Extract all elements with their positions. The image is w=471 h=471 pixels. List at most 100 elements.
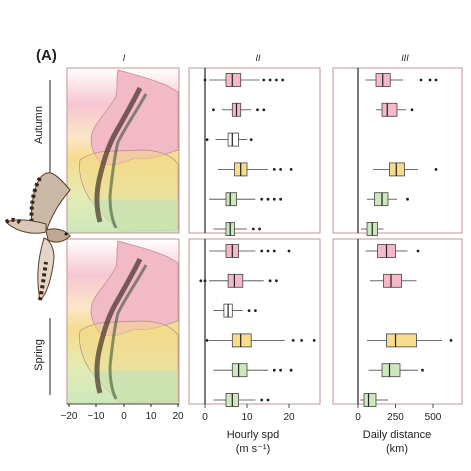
outlier-point	[205, 138, 209, 142]
map-autumn	[66, 67, 180, 234]
box-autumn-4	[217, 162, 293, 177]
box-autumn-1	[203, 73, 285, 87]
outlier-point	[406, 197, 409, 201]
outlier-point	[416, 249, 420, 253]
box-autumn-6	[213, 222, 261, 236]
box-iqr	[225, 192, 237, 207]
box-autumn-6	[361, 222, 384, 236]
map-tick-label: −20	[61, 411, 78, 422]
box-iqr	[381, 363, 401, 378]
outlier-point	[268, 279, 272, 283]
chart-panel-daily-distance: 0 250 500	[332, 67, 463, 423]
outlier-point	[279, 368, 282, 372]
outlier-point	[260, 249, 264, 253]
box-spring-2	[199, 273, 278, 288]
box-spring-6	[360, 393, 388, 407]
outlier-point	[281, 78, 285, 82]
map-spring	[66, 238, 180, 405]
outlier-point	[262, 78, 266, 82]
outlier-point	[272, 197, 276, 201]
box-autumn-2	[212, 102, 266, 117]
outlier-point	[203, 279, 207, 283]
outlier-point	[272, 368, 276, 372]
outlier-point	[266, 249, 270, 253]
outlier-point	[262, 108, 266, 112]
outlier-point	[258, 227, 261, 231]
box-spring-1	[365, 244, 420, 258]
migration-tracks	[94, 86, 143, 223]
map-tick-label: −10	[88, 411, 105, 422]
box-spring-4	[205, 333, 316, 348]
x-tick-label: 10	[241, 412, 253, 423]
box-iqr	[231, 333, 252, 348]
box-iqr	[227, 273, 244, 288]
box-spring-4	[367, 333, 453, 348]
box-spring-5	[368, 363, 424, 378]
outlier-point	[205, 339, 209, 342]
outlier-point	[203, 78, 207, 82]
box-iqr	[227, 132, 240, 147]
outlier-point	[199, 279, 203, 283]
box-spring-5	[213, 363, 293, 378]
map-tick-label: 10	[145, 411, 157, 422]
box-iqr	[381, 102, 398, 117]
map-tick-label: 20	[172, 411, 184, 422]
x-tick-label: 20	[283, 412, 295, 423]
outlier-point	[249, 138, 253, 142]
outlier-point	[212, 108, 215, 112]
outlier-point	[312, 339, 316, 342]
box-spring-6	[213, 393, 270, 407]
outlier-point	[254, 309, 257, 312]
x-axis-title-daily-distance: Daily distance	[363, 429, 431, 441]
x-axis-unit-daily-distance: (km)	[386, 443, 408, 455]
outlier-point	[268, 78, 272, 82]
outlier-point	[449, 339, 453, 342]
outlier-point	[428, 78, 432, 82]
column-label-iii: III	[401, 53, 409, 63]
box-iqr	[386, 333, 417, 348]
box-iqr	[231, 363, 248, 378]
x-tick-label: 0	[202, 412, 208, 423]
panel-label: (A)	[36, 47, 57, 64]
x-tick-label: 500	[425, 412, 442, 423]
map-x-axis: −20 −10 0 10 20	[61, 403, 184, 422]
migration-tracks	[94, 257, 143, 394]
outlier-point	[272, 249, 276, 253]
box-autumn-1	[365, 73, 438, 87]
plot-frame-spring	[188, 238, 321, 405]
outlier-point	[434, 168, 438, 171]
plot-frame-spring	[332, 238, 463, 405]
outlier-point	[260, 197, 264, 201]
box-spring-2	[370, 273, 417, 288]
outlier-point	[279, 197, 282, 201]
outlier-point	[410, 108, 414, 112]
outlier-point	[256, 108, 259, 112]
x-axis-title-hourly-speed: Hourly spd	[227, 429, 280, 441]
migration-tracks-alt	[108, 264, 148, 400]
x-tick-label: 0	[355, 412, 361, 423]
outlier-point	[434, 78, 438, 82]
box-autumn-4	[373, 162, 438, 177]
x-tick-label: 250	[387, 412, 404, 423]
outlier-point	[272, 168, 276, 171]
outlier-point	[291, 339, 295, 342]
plot-frame-autumn	[332, 67, 463, 234]
box-iqr	[225, 73, 242, 87]
outlier-point	[289, 368, 293, 372]
chart-panel-hourly-speed: 0 10 20	[188, 67, 321, 423]
map-tick-label: 0	[121, 411, 127, 422]
migration-tracks-alt	[108, 93, 148, 229]
box-autumn-5	[209, 192, 282, 207]
box-spring-3	[213, 303, 257, 318]
box-autumn-2	[376, 102, 414, 117]
outlier-point	[287, 249, 291, 253]
outlier-point	[251, 227, 255, 231]
box-autumn-3	[205, 132, 253, 147]
row-label-autumn: Autumn	[33, 106, 45, 144]
outlier-point	[260, 398, 264, 402]
outlier-point	[421, 368, 424, 372]
outlier-point	[419, 78, 423, 82]
outlier-point	[289, 168, 293, 171]
outlier-point	[266, 197, 270, 201]
